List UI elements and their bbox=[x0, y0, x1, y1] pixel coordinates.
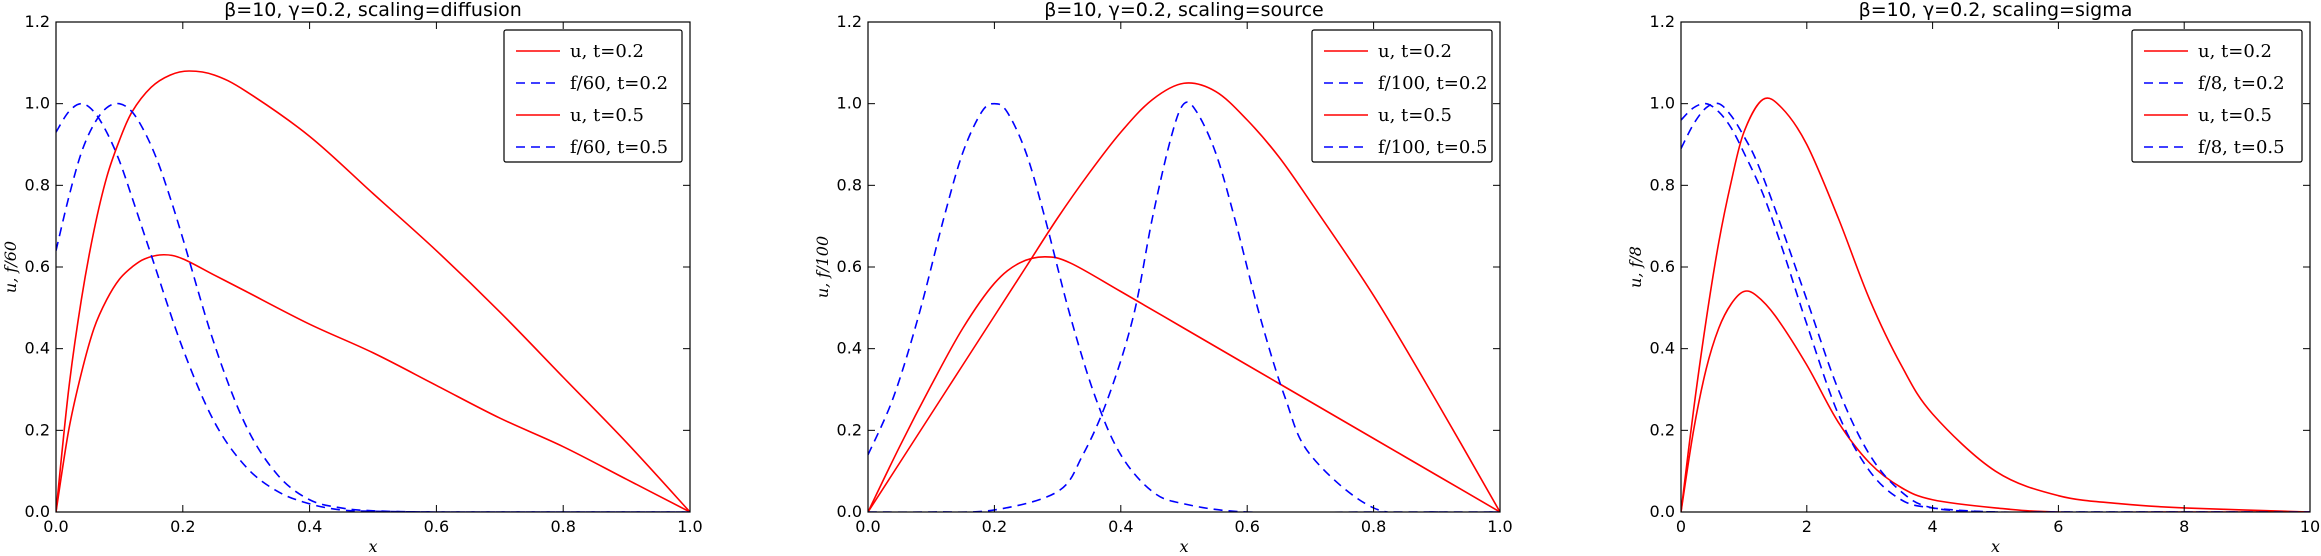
x-tick-label: 0.8 bbox=[550, 517, 575, 536]
y-axis-label: u, f/8 bbox=[1626, 246, 1645, 288]
x-axis-label: x bbox=[1179, 537, 1188, 552]
y-axis-label: u, f/100 bbox=[813, 236, 832, 298]
x-tick-label: 1.0 bbox=[677, 517, 702, 536]
y-tick-label: 1.2 bbox=[837, 12, 862, 31]
chart-panel-3: 0 2 4 6 8 10 0.0 0.2 0.4 0.6 0.8 1.0 1.2 β=10, γ=0.2,… bbox=[1626, 0, 2320, 556]
x-axis-label: x bbox=[1991, 537, 2000, 552]
chart-title: β=10, γ=0.2, scaling=diffusion bbox=[224, 0, 522, 21]
y-tick-label: 0.6 bbox=[837, 257, 862, 276]
x-tick-label: 0.0 bbox=[43, 517, 68, 536]
x-tick-label: 0.2 bbox=[170, 517, 195, 536]
y-tick-label: 1.0 bbox=[25, 94, 50, 113]
legend-label: f/60, t=0.2 bbox=[570, 73, 668, 94]
series-line-2 bbox=[1681, 102, 2310, 512]
x-tick-label: 0.4 bbox=[297, 517, 322, 536]
legend-label: u, t=0.5 bbox=[2198, 105, 2272, 126]
legend-box bbox=[2131, 29, 2303, 163]
legend-label: u, t=0.2 bbox=[2198, 41, 2272, 62]
series-line-4 bbox=[1681, 102, 2310, 512]
chart-title: β=10, γ=0.2, scaling=sigma bbox=[1859, 0, 2133, 21]
series-line-3 bbox=[868, 82, 1500, 512]
y-tick-label: 1.2 bbox=[1650, 12, 1675, 31]
series-line-3 bbox=[56, 70, 690, 512]
y-tick-label: 1.0 bbox=[1650, 94, 1675, 113]
x-tick-label: 4 bbox=[1928, 517, 1938, 536]
chart-panel-2: 0.0 0.2 0.4 0.6 0.8 1.0 0.0 0.2 0.4 0.6 0.8 1.0 1.2 β… bbox=[813, 0, 1513, 556]
y-tick-label: 0.6 bbox=[25, 257, 50, 276]
y-tick-label: 1.0 bbox=[837, 94, 862, 113]
y-tick-label: 0.4 bbox=[25, 339, 50, 358]
y-tick-label: 0.2 bbox=[837, 420, 862, 439]
series-line-3 bbox=[1681, 97, 2310, 512]
series-line-1 bbox=[868, 255, 1500, 512]
legend-label: u, t=0.2 bbox=[1378, 41, 1452, 62]
x-tick-label: 2 bbox=[1802, 517, 1812, 536]
x-tick-label: 0.6 bbox=[1234, 517, 1259, 536]
x-tick-label: 1.0 bbox=[1487, 517, 1512, 536]
legend-label: f/100, t=0.5 bbox=[1378, 137, 1487, 158]
legend-box bbox=[503, 29, 683, 163]
series-line-2 bbox=[56, 102, 690, 512]
chart-title: β=10, γ=0.2, scaling=source bbox=[1044, 0, 1323, 21]
y-tick-label: 0.4 bbox=[1650, 339, 1675, 358]
legend-label: u, t=0.5 bbox=[570, 105, 644, 126]
legend-label: f/8, t=0.5 bbox=[2198, 137, 2285, 158]
x-tick-label: 0.6 bbox=[424, 517, 449, 536]
legend-box bbox=[1311, 29, 1493, 163]
x-tick-label: 0 bbox=[1676, 517, 1686, 536]
series-line-1 bbox=[56, 253, 690, 512]
x-tick-label: 10 bbox=[2300, 517, 2320, 536]
x-tick-label: 6 bbox=[2053, 517, 2063, 536]
y-tick-label: 0.2 bbox=[1650, 420, 1675, 439]
y-axis-label: u, f/60 bbox=[1, 241, 20, 293]
series-line-2 bbox=[868, 102, 1500, 512]
y-tick-label: 0.6 bbox=[1650, 257, 1675, 276]
y-tick-label: 0.0 bbox=[25, 502, 50, 521]
y-tick-label: 0.4 bbox=[837, 339, 862, 358]
legend-label: f/60, t=0.5 bbox=[570, 137, 668, 158]
y-tick-label: 0.2 bbox=[25, 420, 50, 439]
series-group bbox=[868, 82, 1500, 512]
x-tick-label: 0.0 bbox=[855, 517, 880, 536]
x-axis-label: x bbox=[368, 537, 377, 552]
x-tick-label: 0.8 bbox=[1361, 517, 1386, 536]
y-tick-label: 0.8 bbox=[1650, 175, 1675, 194]
series-line-1 bbox=[1681, 290, 2310, 512]
y-tick-label: 0.0 bbox=[837, 502, 862, 521]
y-tick-label: 0.8 bbox=[25, 175, 50, 194]
y-tick-label: 0.0 bbox=[1650, 502, 1675, 521]
legend-label: u, t=0.5 bbox=[1378, 105, 1452, 126]
x-tick-label: 0.2 bbox=[982, 517, 1007, 536]
chart-panel-1: 0.0 0.2 0.4 0.6 0.8 1.0 0.0 0.2 0.4 0.6 0.8 1.0 1.2 β… bbox=[1, 0, 703, 556]
series-line-4 bbox=[868, 101, 1500, 512]
y-tick-label: 0.8 bbox=[837, 175, 862, 194]
x-tick-label: 0.4 bbox=[1108, 517, 1133, 536]
series-line-4 bbox=[56, 102, 690, 512]
x-tick-label: 8 bbox=[2179, 517, 2189, 536]
legend-label: u, t=0.2 bbox=[570, 41, 644, 62]
legend-label: f/100, t=0.2 bbox=[1378, 73, 1487, 94]
legend-label: f/8, t=0.2 bbox=[2198, 73, 2285, 94]
y-tick-label: 1.2 bbox=[25, 12, 50, 31]
